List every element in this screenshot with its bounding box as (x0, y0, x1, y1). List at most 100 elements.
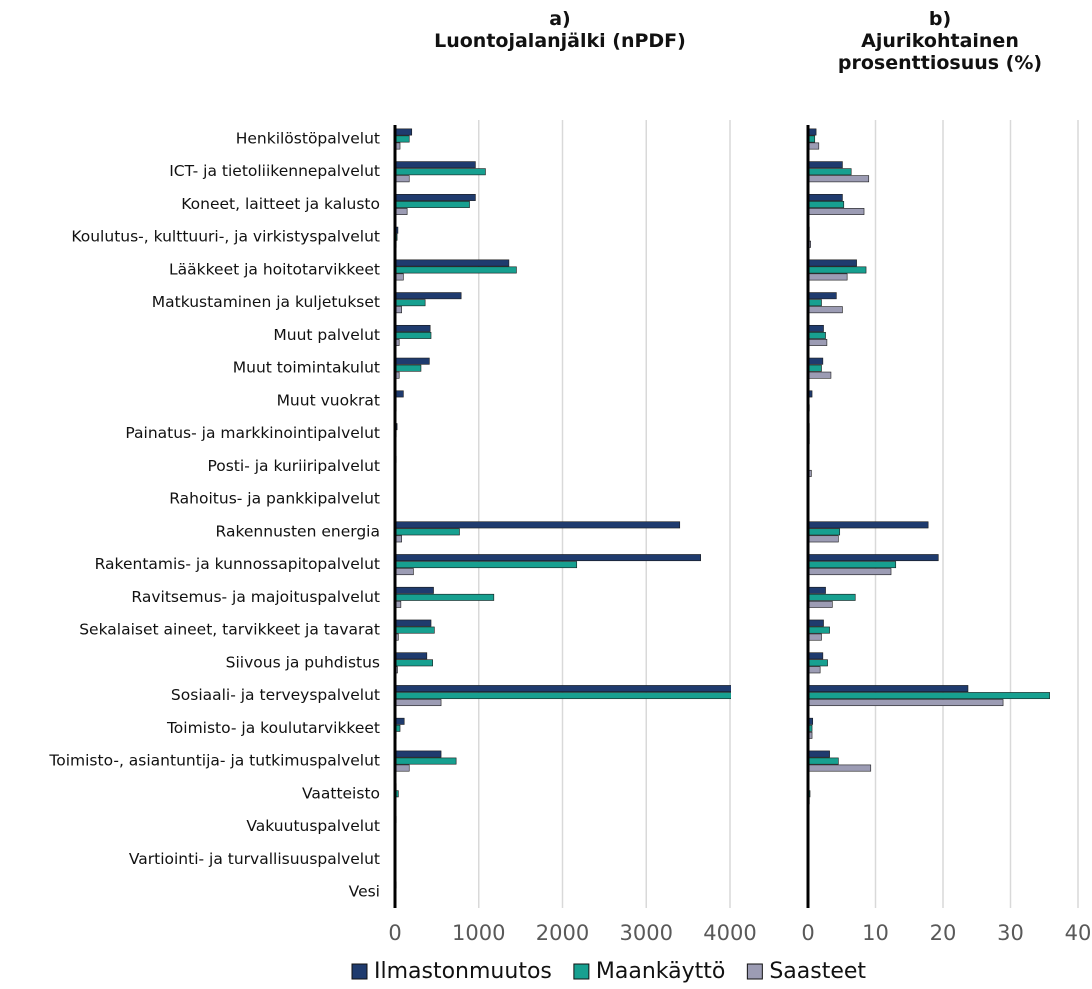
bar (807, 764, 872, 772)
bar (394, 208, 408, 215)
y-tick-label: Rakentamis- ja kunnossapitopalvelut (95, 555, 380, 573)
bar (394, 292, 462, 300)
bar (394, 750, 442, 758)
bar (807, 535, 839, 543)
y-tick-label: Lääkkeet ja hoitotarvikkeet (169, 260, 380, 278)
bar (807, 586, 826, 594)
bar (394, 299, 426, 307)
y-tick-label: ICT- ja tietoliikennepalvelut (169, 162, 380, 180)
bars (807, 128, 1050, 903)
chart-title: Ajurikohtainen prosenttiosuus (%) (837, 30, 1043, 74)
y-tick-label: Siivous ja puhdistus (226, 653, 380, 671)
y-tick-label: Vakuutuspalvelut (246, 817, 380, 835)
y-tick-label: Sosiaali- ja terveyspalvelut (171, 686, 380, 704)
y-tick-label: Sekalaiset aineet, tarvikkeet ja tavarat (79, 621, 380, 639)
bar (807, 554, 939, 562)
y-tick-label: Henkilöstöpalvelut (236, 130, 380, 148)
bar (807, 324, 824, 332)
y-tick-label: Rahoitus- ja pankkipalvelut (169, 490, 380, 508)
x-tick-label: 30 (997, 921, 1024, 945)
bar (394, 324, 431, 332)
y-tick-label: Painatus- ja markkinointipalvelut (125, 424, 380, 442)
panel-label: a) (549, 8, 571, 30)
bar (807, 521, 929, 529)
bar (807, 685, 969, 693)
bar (394, 128, 413, 136)
bar (394, 364, 422, 372)
bar (807, 306, 843, 314)
bar (807, 692, 1050, 700)
bar (807, 201, 845, 208)
bar (807, 168, 852, 176)
bar (807, 142, 820, 150)
bar (807, 757, 839, 765)
bar (807, 259, 857, 267)
bar (394, 259, 510, 267)
bar (807, 626, 830, 634)
bar (394, 554, 701, 562)
bar (394, 357, 430, 365)
bar (394, 528, 460, 536)
bar (807, 338, 828, 346)
legend-swatch (746, 963, 763, 980)
y-tick-label: Matkustaminen ja kuljetukset (152, 293, 380, 311)
y-tick-label: Vartiointi- ja turvallisuuspalvelut (129, 850, 380, 868)
bar (807, 357, 824, 365)
bar (394, 201, 470, 208)
bar (394, 619, 432, 627)
bar (807, 652, 824, 660)
y-tick-label: Koneet, laitteet ja kalusto (181, 195, 380, 213)
y-tick-label: Vaatteisto (302, 784, 380, 802)
legend-swatch (573, 963, 590, 980)
bar (807, 161, 843, 169)
bar (394, 175, 410, 183)
bar (807, 273, 848, 281)
panel-a-heading: a) Luontojalanjälki (nPDF) (380, 8, 740, 52)
y-tick-label: Koulutus-, kulttuuri-, ja virkistyspalve… (71, 228, 380, 246)
chart-title: Luontojalanjälki (nPDF) (434, 30, 686, 52)
bar (807, 528, 841, 536)
y-tick-label: Vesi (349, 883, 380, 901)
bar (394, 586, 434, 594)
bar (807, 750, 830, 758)
panel-label: b) (928, 8, 952, 30)
y-tick-label: Rakennusten energia (216, 522, 380, 540)
bar (807, 331, 826, 339)
bar (394, 168, 486, 176)
bar (807, 266, 867, 274)
x-tick-label: 1000 (452, 921, 505, 945)
bar (394, 194, 476, 201)
bar (394, 135, 410, 143)
bars (394, 128, 731, 903)
bar (807, 619, 824, 627)
bar (807, 208, 865, 215)
bar (394, 521, 681, 529)
x-tick-label: 20 (930, 921, 957, 945)
bar (394, 757, 457, 765)
bar (807, 666, 821, 674)
y-tick-label: Muut palvelut (273, 326, 380, 344)
x-tick-label: 0 (801, 921, 814, 945)
bar (807, 633, 822, 641)
bar (394, 652, 428, 660)
legend-swatch (351, 963, 368, 980)
bar (807, 364, 822, 372)
bar (394, 699, 442, 707)
bar (807, 600, 833, 608)
bar (394, 568, 414, 576)
bar (394, 685, 731, 693)
y-tick-label: Muut vuokrat (277, 391, 380, 409)
bar (807, 292, 837, 300)
bar (394, 626, 435, 634)
bar (807, 561, 897, 569)
bar (807, 371, 832, 379)
y-tick-label: Toimisto- ja koulutarvikkeet (166, 719, 380, 737)
legend-label: Saasteet (769, 959, 866, 984)
x-tick-label: 10 (862, 921, 889, 945)
bar (807, 175, 870, 183)
bar (394, 331, 432, 339)
legend-label: Ilmastonmuutos (374, 959, 552, 984)
bar (394, 659, 433, 667)
